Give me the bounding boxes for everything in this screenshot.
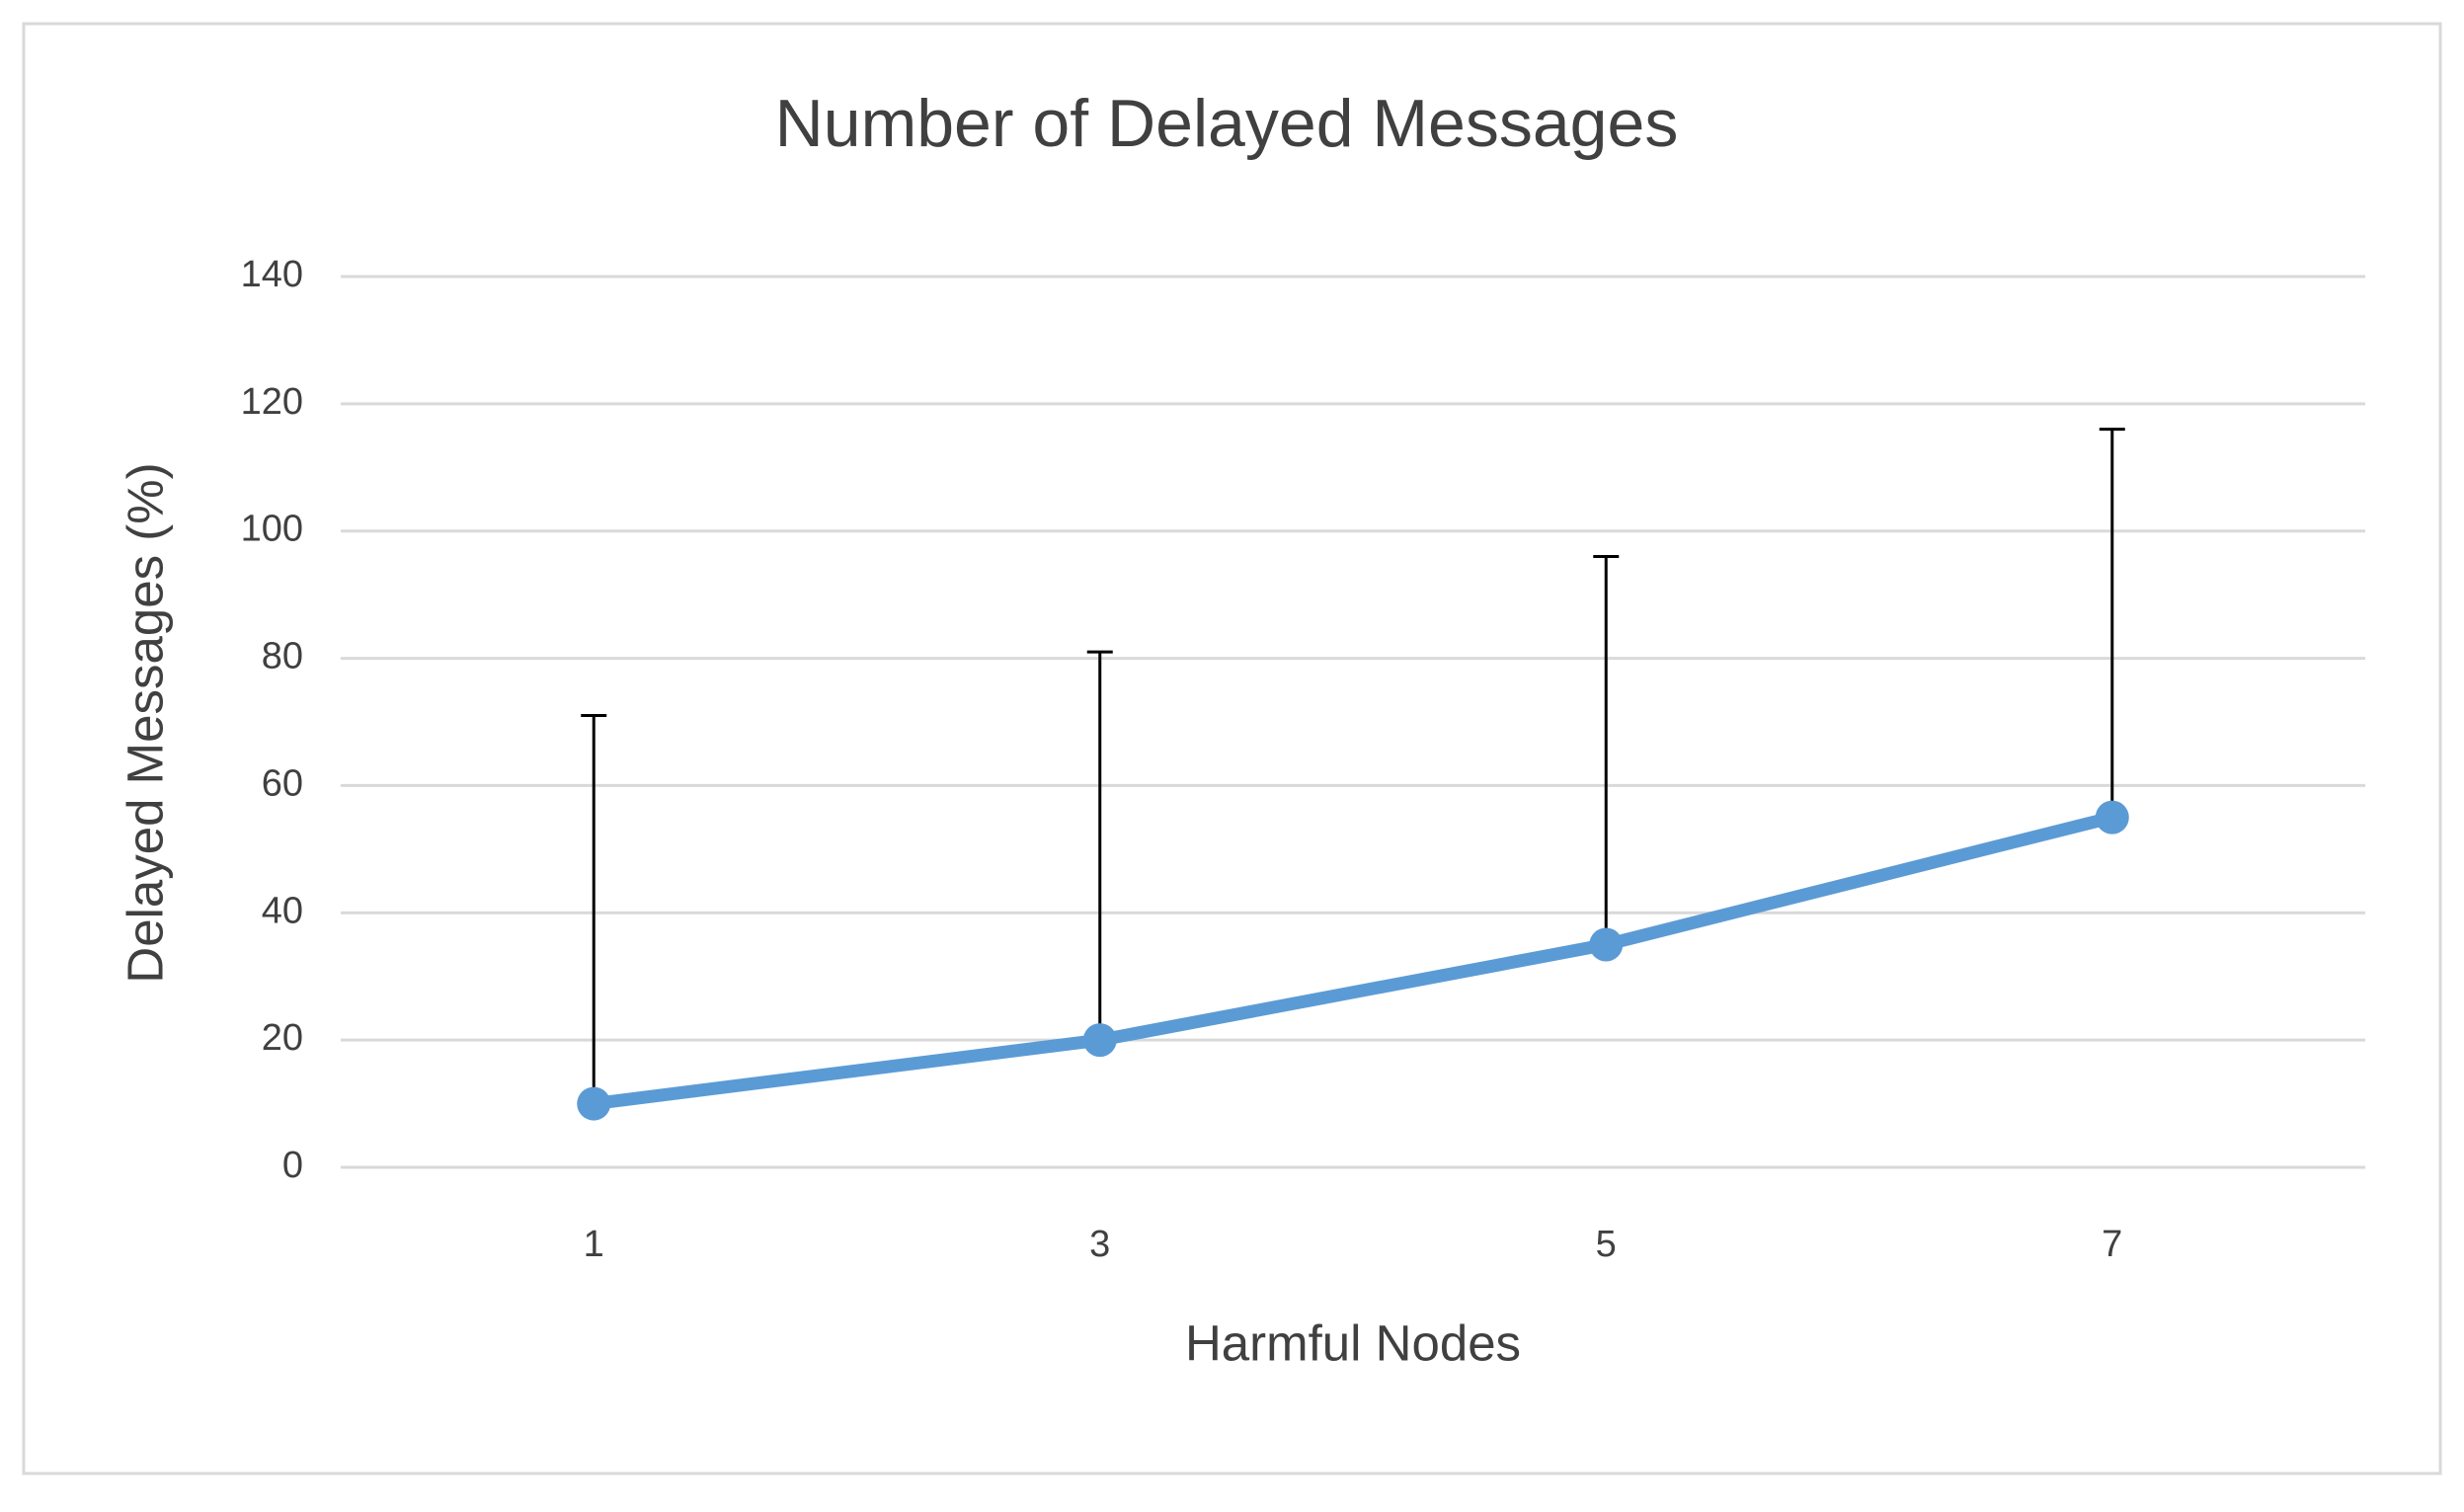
x-axis-title: Harmful Nodes: [1185, 1314, 1521, 1371]
line: [593, 811, 2114, 1111]
error-bar: [2099, 428, 2125, 818]
marker: [2095, 800, 2129, 835]
error-bar: [1593, 554, 1620, 945]
error-bar: [1086, 650, 1113, 1041]
y-tick-label: 120: [241, 381, 303, 423]
y-tick-label: 40: [262, 890, 303, 931]
y-tick-label: 80: [262, 636, 303, 677]
x-tick-label: 7: [2102, 1224, 2122, 1265]
y-tick-label: 60: [262, 762, 303, 804]
x-tick-label: 3: [1089, 1224, 1110, 1265]
y-tick-label: 20: [262, 1017, 303, 1059]
marker: [1082, 1023, 1117, 1058]
error-bar: [581, 714, 607, 1104]
marker: [1589, 927, 1624, 962]
y-axis-title: Delayed Messages (%): [117, 462, 173, 983]
x-tick-label: 5: [1596, 1224, 1617, 1265]
y-tick-label: 0: [282, 1145, 303, 1186]
chart-border: [22, 22, 2442, 1475]
marker: [577, 1086, 611, 1121]
x-tick-label: 1: [584, 1224, 604, 1265]
y-tick-label: 100: [241, 509, 303, 550]
y-tick-label: 140: [241, 254, 303, 295]
chart-title: Number of Delayed Messages: [775, 86, 1679, 161]
